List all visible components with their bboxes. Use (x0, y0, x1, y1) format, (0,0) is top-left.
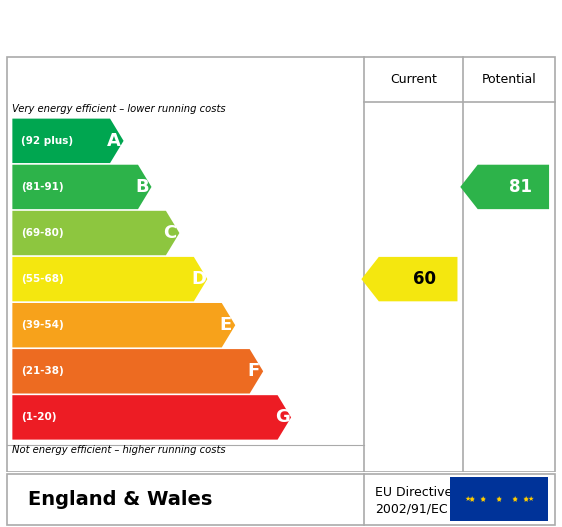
Text: Energy Efficiency Rating: Energy Efficiency Rating (118, 16, 444, 40)
Text: ★: ★ (464, 496, 470, 502)
FancyBboxPatch shape (7, 57, 555, 472)
Polygon shape (12, 349, 263, 394)
Text: (1-20): (1-20) (21, 413, 56, 423)
Text: ★: ★ (468, 496, 475, 503)
Text: ★: ★ (496, 496, 502, 503)
Text: 81: 81 (509, 178, 532, 196)
Polygon shape (12, 211, 179, 255)
Text: (92 plus): (92 plus) (21, 136, 73, 146)
Text: ★: ★ (523, 496, 529, 502)
Polygon shape (12, 395, 291, 440)
Text: ★: ★ (480, 496, 486, 502)
Bar (450, 477, 548, 522)
Text: A: A (107, 132, 121, 150)
Text: EU Directive: EU Directive (375, 486, 452, 499)
Text: ★: ★ (468, 496, 475, 502)
Text: ★: ★ (523, 496, 529, 503)
Text: Potential: Potential (482, 73, 536, 86)
Text: Current: Current (390, 73, 437, 86)
Polygon shape (12, 303, 235, 347)
Text: C: C (163, 224, 176, 242)
Polygon shape (12, 257, 207, 301)
Polygon shape (361, 257, 457, 301)
Text: D: D (191, 270, 206, 288)
FancyBboxPatch shape (7, 474, 555, 525)
Text: Very energy efficient – lower running costs: Very energy efficient – lower running co… (12, 104, 226, 114)
Polygon shape (12, 165, 152, 209)
Text: 60: 60 (414, 270, 436, 288)
Text: 2002/91/EC: 2002/91/EC (375, 503, 448, 516)
Text: England & Wales: England & Wales (28, 490, 212, 509)
Text: (69-80): (69-80) (21, 228, 64, 238)
Text: E: E (219, 316, 231, 334)
Polygon shape (12, 119, 124, 163)
Text: (39-54): (39-54) (21, 320, 64, 330)
Polygon shape (460, 165, 549, 209)
Text: (21-38): (21-38) (21, 366, 64, 376)
Text: B: B (135, 178, 149, 196)
Text: ★: ★ (511, 496, 518, 502)
Text: ★: ★ (480, 496, 486, 503)
Text: (55-68): (55-68) (21, 274, 64, 284)
Text: G: G (275, 408, 289, 426)
Text: ★: ★ (527, 496, 533, 502)
Text: ★: ★ (496, 496, 502, 502)
Text: ★: ★ (511, 496, 518, 503)
Text: (81-91): (81-91) (21, 182, 64, 192)
Text: F: F (247, 362, 259, 380)
Text: Not energy efficient – higher running costs: Not energy efficient – higher running co… (12, 445, 226, 455)
